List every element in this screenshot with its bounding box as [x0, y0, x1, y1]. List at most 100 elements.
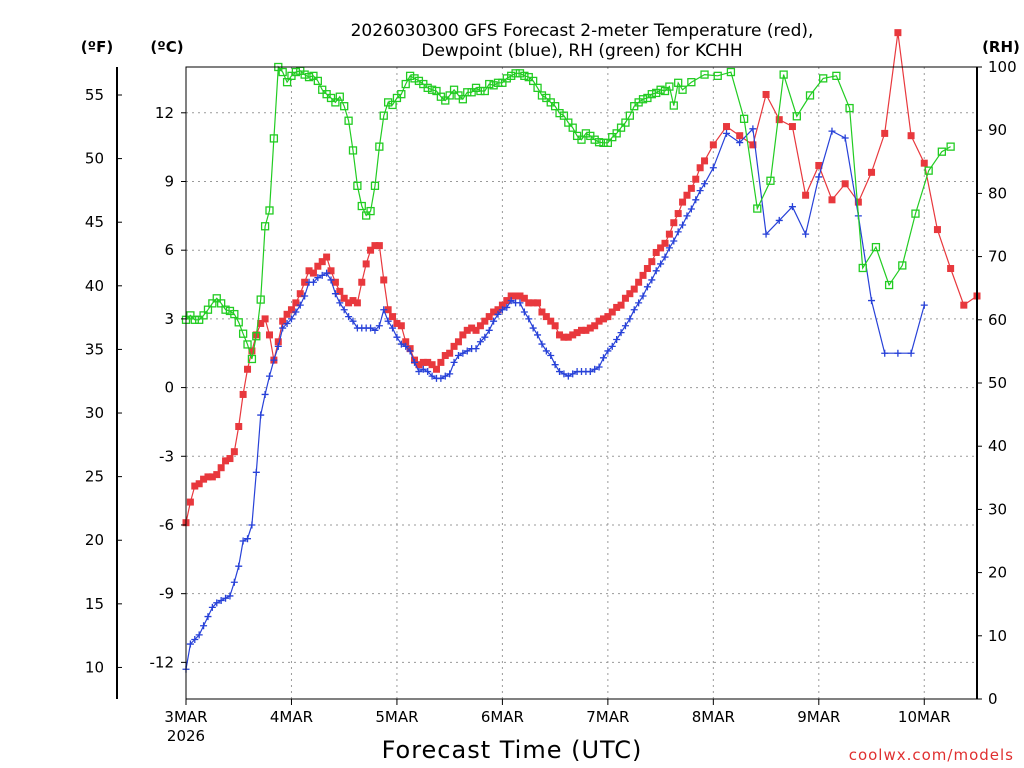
temperature-point — [582, 326, 590, 334]
rh-point — [805, 91, 815, 100]
dewpoint-point — [498, 306, 506, 314]
dewpoint-point — [239, 537, 247, 545]
temperature-point — [709, 141, 717, 149]
dewpoint-point — [318, 271, 326, 279]
dewpoint-point — [520, 308, 528, 316]
rh-point — [550, 102, 560, 111]
dewpoint-point — [270, 356, 278, 364]
rh-point — [278, 67, 287, 77]
rh-point — [217, 299, 226, 308]
temperature-point — [578, 326, 585, 334]
temperature-point — [472, 326, 480, 334]
temperature-point — [569, 331, 577, 339]
temperature-point — [525, 299, 533, 307]
fahrenheit-tick-label: 10 — [85, 658, 104, 676]
temperature-point — [591, 322, 599, 330]
dewpoint-point — [441, 372, 449, 380]
x-tick-label: 8MAR — [692, 708, 735, 726]
celsius-tick-label: -12 — [150, 653, 175, 671]
dewpoint-point — [230, 578, 238, 586]
rh-point — [335, 92, 344, 101]
rh-point — [537, 91, 547, 100]
dewpoint-point — [613, 335, 621, 343]
rh-point — [590, 135, 599, 144]
dewpoint-point — [252, 468, 260, 476]
temperature-point — [828, 196, 836, 204]
fahrenheit-unit-label: (ºF) — [81, 38, 113, 56]
chart-title: 2026030300 GFS Forecast 2-meter Temperat… — [351, 21, 814, 41]
temperature-point — [265, 331, 273, 339]
rh-point — [269, 134, 279, 143]
temperature-point — [213, 471, 221, 479]
dewpoint-point — [802, 230, 810, 238]
dewpoint-point — [476, 338, 484, 346]
temperature-line — [185, 32, 978, 523]
dewpoint-point — [507, 297, 515, 305]
temperature-point — [309, 269, 317, 277]
celsius-tick-label: 6 — [164, 241, 174, 259]
grid-lines — [186, 67, 977, 699]
dewpoint-point — [661, 253, 669, 261]
dewpoint-point — [217, 597, 225, 605]
rh-point — [357, 201, 366, 211]
rh-point — [221, 305, 230, 314]
temperature-point — [389, 313, 397, 321]
dewpoint-point — [244, 535, 252, 543]
rh-point — [713, 71, 722, 80]
rh-point — [555, 108, 564, 118]
temperature-point — [507, 292, 515, 300]
series-layer — [181, 29, 981, 673]
rh-point — [427, 85, 437, 94]
rh-tick-label: 80 — [988, 184, 1007, 202]
rh-point — [300, 70, 309, 79]
dewpoint-point — [701, 180, 709, 188]
dewpoint-point — [279, 324, 287, 332]
dewpoint-point — [371, 326, 379, 334]
temperature-point — [345, 299, 353, 307]
temperature-point — [468, 324, 476, 332]
rh-point — [612, 129, 621, 138]
rh-point — [208, 299, 217, 308]
rh-point — [687, 78, 696, 87]
dewpoint-point — [626, 315, 634, 323]
dewpoint-point — [635, 299, 643, 307]
rh-point — [265, 206, 274, 215]
celsius-tick-label: 3 — [164, 310, 174, 328]
x-tick-label: 7MAR — [586, 708, 629, 726]
dewpoint-point — [380, 306, 388, 314]
rh-point — [401, 79, 410, 89]
temperature-point — [529, 299, 537, 307]
rh-point — [674, 78, 683, 87]
temperature-point — [292, 299, 300, 307]
dewpoint-point — [608, 342, 616, 350]
temperature-point — [608, 308, 616, 316]
dewpoint-point — [437, 374, 445, 382]
rh-point — [309, 71, 318, 80]
rh-point — [291, 67, 301, 77]
temperature-point — [815, 161, 823, 169]
dewpoint-point — [261, 390, 269, 398]
dewpoint-point — [494, 310, 502, 318]
temperature-point — [222, 457, 230, 465]
rh-point — [511, 69, 520, 78]
dewpoint-point — [349, 317, 357, 325]
temperature-point — [679, 198, 687, 206]
temperature-point — [402, 338, 410, 346]
rh-point — [819, 74, 828, 83]
dewpoint-point — [547, 352, 555, 360]
credit-text: coolwx.com/models — [849, 746, 1014, 764]
temperature-point — [301, 278, 309, 286]
rh-point — [520, 71, 529, 80]
rh-point — [467, 88, 476, 97]
fahrenheit-tick-label: 30 — [85, 404, 104, 422]
x-tick-label: 10MAR — [898, 708, 951, 726]
temperature-point — [375, 242, 383, 250]
dewpoint-point — [235, 562, 243, 570]
temperature-point — [604, 313, 612, 321]
x-tick-label: 6MAR — [481, 708, 524, 726]
dewpoint-point — [186, 640, 194, 648]
fahrenheit-tick-label: 55 — [85, 86, 104, 104]
rh-point — [493, 78, 503, 87]
rh-point — [726, 67, 736, 77]
